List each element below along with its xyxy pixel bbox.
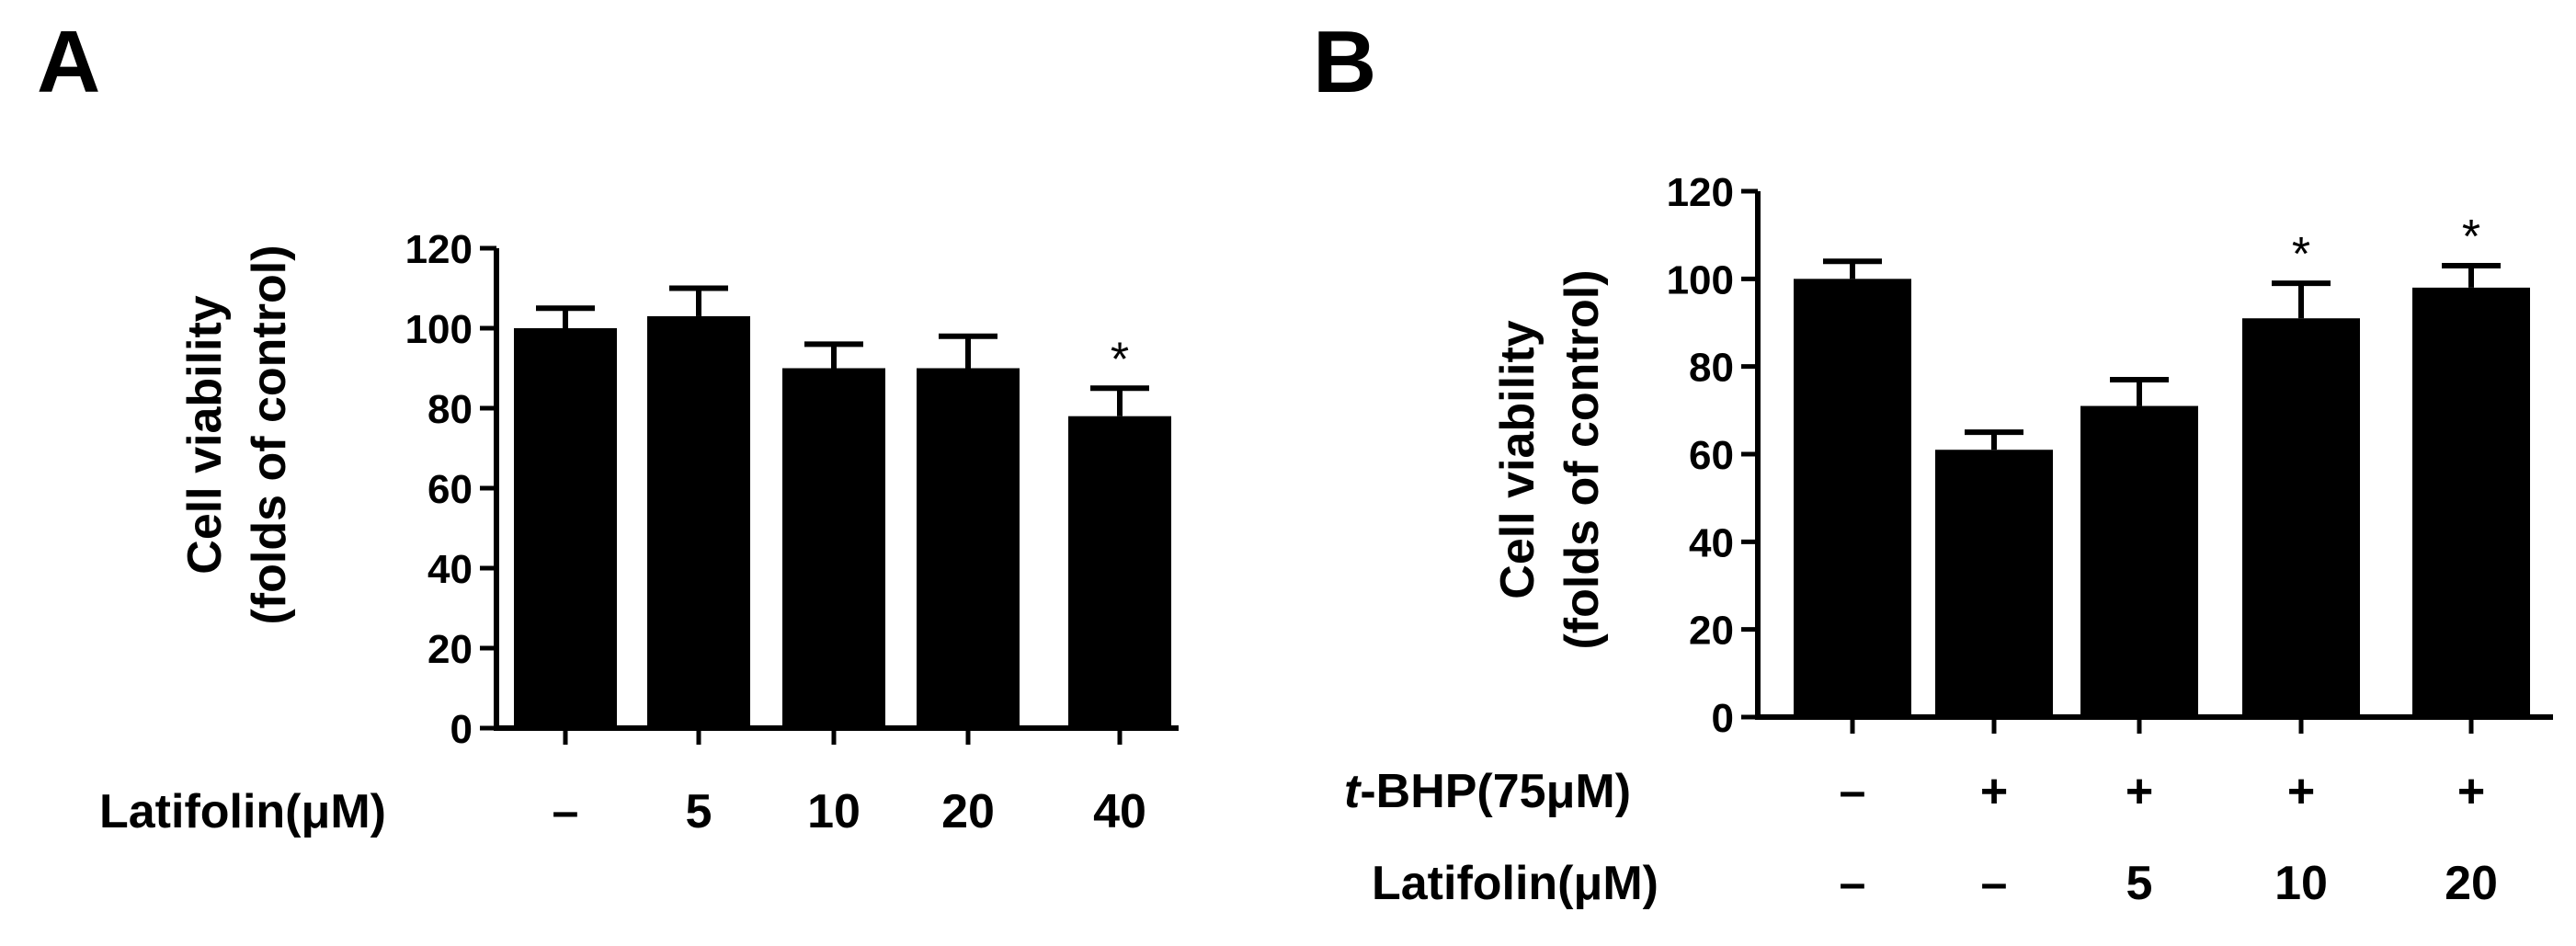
bar	[1935, 450, 2053, 717]
treatment-value: 10	[807, 785, 861, 838]
treatment-value: 20	[941, 785, 995, 838]
bar	[2080, 405, 2198, 717]
bar	[1794, 279, 1911, 717]
treatment-value: 10	[2274, 857, 2328, 910]
bar	[514, 328, 617, 728]
y-tick-label: 80	[427, 387, 473, 432]
treatment-row-label: Latifolin(μM)	[1372, 857, 1658, 910]
y-tick-label: 60	[1689, 433, 1734, 478]
y-tick-label: 20	[427, 627, 473, 672]
y-tick-label: 80	[1689, 346, 1734, 391]
treatment-row-label: t-BHP(75μM)	[1344, 765, 1631, 818]
treatment-value: +	[2126, 765, 2153, 818]
significance-marker: *	[2292, 228, 2310, 281]
panel-a: A Cell viability (folds of control) 0 20 40 60…	[37, 13, 1179, 838]
panel-b: B Cell viability (folds of control) 0 20 40 60…	[1313, 13, 2553, 910]
bar	[782, 368, 885, 728]
significance-marker: *	[1111, 333, 1129, 386]
y-axis-label: Cell viability	[1491, 320, 1544, 599]
bar	[2412, 287, 2530, 717]
bar	[1068, 416, 1171, 728]
bar	[647, 315, 750, 728]
y-tick-label: 60	[427, 467, 473, 512]
bar	[917, 368, 1020, 728]
y-tick-label: 120	[405, 227, 473, 272]
y-tick-label: 0	[450, 707, 473, 752]
treatment-value: +	[1980, 765, 2008, 818]
panel-label: A	[37, 13, 100, 111]
treatment-label-text: Latifolin(μM)	[99, 785, 386, 838]
treatment-value: 40	[1093, 785, 1146, 838]
y-tick-label: 100	[405, 307, 473, 352]
y-tick-label: 120	[1667, 170, 1734, 215]
treatment-label-italic-prefix: t	[1344, 765, 1362, 818]
treatment-value: –	[1840, 765, 1866, 818]
y-tick-label: 20	[1689, 609, 1734, 654]
y-tick-label: 0	[1712, 696, 1734, 741]
significance-marker: *	[2462, 211, 2480, 264]
treatment-value: 5	[686, 785, 712, 838]
y-axis-label: (folds of control)	[1556, 269, 1609, 649]
treatment-value: –	[1840, 857, 1866, 910]
y-tick-label: 40	[1689, 520, 1734, 565]
treatment-value: –	[553, 785, 579, 838]
treatment-value: +	[2457, 765, 2485, 818]
treatment-label-text: Latifolin(μM)	[1372, 857, 1658, 910]
y-tick-label: 100	[1667, 257, 1734, 302]
y-axis-label: (folds of control)	[243, 245, 296, 624]
bar	[2242, 318, 2360, 717]
y-tick-label: 40	[427, 547, 473, 592]
treatment-value: 5	[2126, 857, 2153, 910]
treatment-value: –	[1981, 857, 2008, 910]
treatment-value: 20	[2445, 857, 2498, 910]
treatment-value: +	[2287, 765, 2315, 818]
y-axis-label: Cell viability	[178, 295, 232, 575]
treatment-row-label: Latifolin(μM)	[99, 785, 386, 838]
treatment-label-text: -BHP(75μM)	[1360, 765, 1631, 818]
panel-label: B	[1313, 13, 1376, 111]
